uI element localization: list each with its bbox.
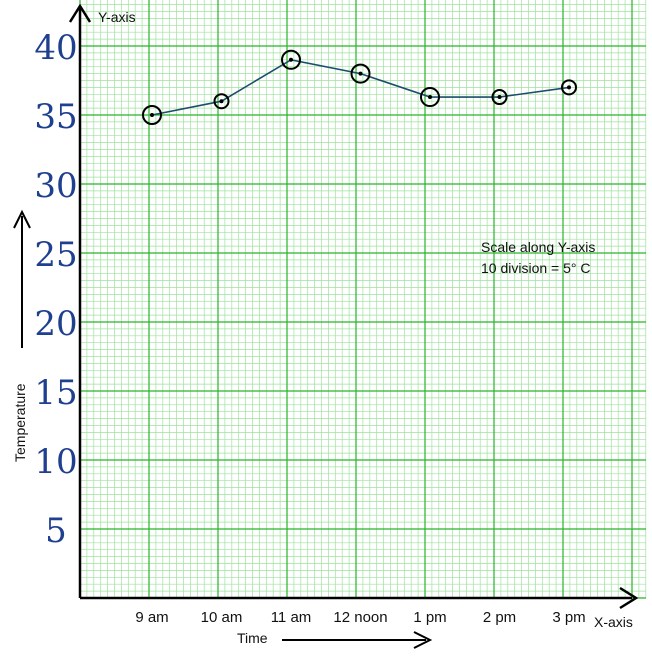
y-title-group: Temperature <box>12 209 31 462</box>
data-point-ring <box>281 49 301 70</box>
data-point-ring <box>491 89 508 106</box>
data-point-ring <box>350 63 371 84</box>
y-tick-label: 15 <box>34 373 77 413</box>
x-tick-label: 10 am <box>201 609 243 626</box>
y-tick-label: 30 <box>34 166 77 206</box>
data-points <box>142 49 577 125</box>
x-tick-label: 1 pm <box>413 609 446 626</box>
data-point <box>491 89 508 106</box>
y-title-arrowhead <box>13 209 31 229</box>
data-point <box>561 79 577 96</box>
x-title-arrowhead <box>413 631 433 649</box>
x-axis-name: X-axis <box>594 614 633 630</box>
data-point-ring <box>420 87 440 108</box>
y-axis-arrowhead <box>68 3 92 23</box>
scale-note-line2: 10 division = 5° C <box>481 260 591 276</box>
data-point-dot <box>150 113 154 117</box>
y-axis-title: Temperature <box>12 383 28 462</box>
y-tick-label: 10 <box>34 442 77 482</box>
y-tick-labels: 5 10 15 20 25 30 35 40 <box>34 28 77 551</box>
data-point-dot <box>358 71 363 76</box>
x-axis-title: Time <box>237 630 268 646</box>
y-tick-label: 25 <box>34 235 77 275</box>
x-tick-labels: 9 am 10 am 11 am 12 noon 1 pm 2 pm 3 pm <box>135 609 585 626</box>
scale-annotation: Scale along Y-axis 10 division = 5° C <box>481 239 595 276</box>
data-point-ring <box>213 93 230 110</box>
data-point-ring <box>561 79 577 96</box>
data-point-dot <box>219 99 224 104</box>
x-tick-label: 11 am <box>271 609 312 626</box>
data-point <box>350 63 371 84</box>
x-tick-label: 2 pm <box>483 609 516 626</box>
data-point-dot <box>428 95 432 100</box>
x-tick-label: 3 pm <box>552 609 585 626</box>
x-axis-arrowhead <box>619 586 639 610</box>
data-point-ring <box>142 105 162 125</box>
data-point <box>420 87 440 108</box>
data-point-dot <box>289 57 293 62</box>
data-point-dot <box>497 95 502 100</box>
data-point-dot <box>567 85 571 90</box>
y-tick-label: 35 <box>34 97 77 137</box>
grid-minor-lines <box>80 0 647 598</box>
x-title-group: Time <box>237 630 433 649</box>
x-tick-label: 12 noon <box>333 609 387 626</box>
y-axis-name: Y-axis <box>98 9 136 25</box>
data-point <box>142 105 162 125</box>
data-point <box>213 93 230 110</box>
y-tick-label: 20 <box>34 304 77 344</box>
data-point <box>281 49 301 70</box>
x-tick-label: 9 am <box>135 609 168 626</box>
y-tick-label: 5 <box>45 511 67 551</box>
axes <box>68 3 639 610</box>
y-tick-label: 40 <box>34 28 77 68</box>
scale-note-line1: Scale along Y-axis <box>481 239 595 255</box>
